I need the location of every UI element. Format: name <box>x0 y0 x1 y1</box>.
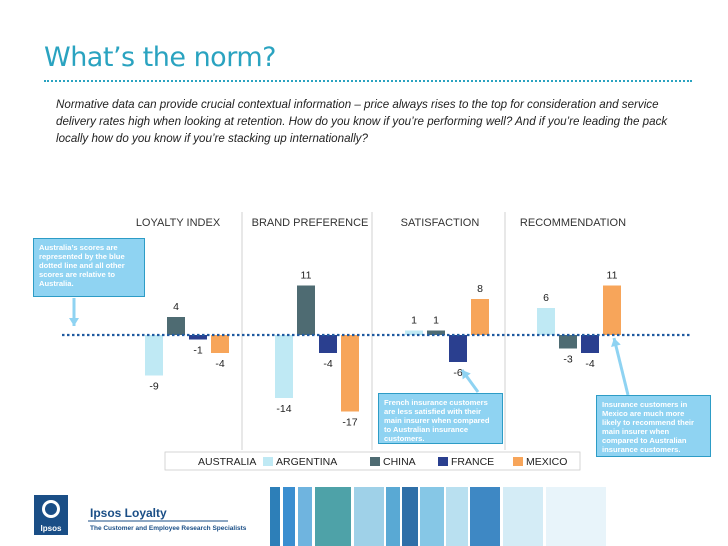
legend-label: CHINA <box>383 456 416 468</box>
footer-brand: Ipsos Loyalty <box>90 506 167 520</box>
footer-strip-12 <box>546 487 606 546</box>
category-label: SATISFACTION <box>401 217 480 229</box>
ipsos-logo-text: Ipsos <box>41 524 62 533</box>
footer-strip-2 <box>283 487 295 546</box>
footer-strip-5 <box>354 487 384 546</box>
category-label: BRAND PREFERENCE <box>252 217 369 229</box>
bar-china <box>427 330 445 335</box>
legend-label: MEXICO <box>526 456 567 468</box>
bar-china <box>559 335 577 349</box>
legend-label: ARGENTINA <box>276 456 337 468</box>
category-label: RECOMMENDATION <box>520 217 626 229</box>
data-label: -14 <box>276 403 291 415</box>
bar-argentina <box>537 308 555 335</box>
data-label: 4 <box>173 301 179 313</box>
bar-mexico <box>341 335 359 412</box>
footer: Ipsos Ipsos Loyalty The Customer and Emp… <box>34 487 606 546</box>
data-label: -17 <box>342 417 357 429</box>
data-label: 11 <box>607 270 618 282</box>
bar-argentina <box>145 335 163 376</box>
legend-swatch <box>263 457 273 466</box>
footer-tagline: The Customer and Employee Research Speci… <box>90 525 247 532</box>
legend-swatch <box>513 457 523 466</box>
callout-arrowhead-0 <box>69 318 79 326</box>
bar-france <box>319 335 337 353</box>
bar-mexico <box>471 299 489 335</box>
callout-arrow-2 <box>612 337 630 396</box>
data-label: -6 <box>453 367 462 379</box>
footer-strip-8 <box>420 487 444 546</box>
title-divider <box>44 80 692 82</box>
bar-france <box>449 335 467 362</box>
footer-strip-9 <box>446 487 468 546</box>
data-label: -4 <box>215 358 224 370</box>
bar-china <box>297 285 315 335</box>
bar-argentina <box>275 335 293 398</box>
bar-france <box>581 335 599 353</box>
data-label: 1 <box>411 315 417 327</box>
data-label: -4 <box>585 358 594 370</box>
intro-paragraph: Normative data can provide crucial conte… <box>56 98 668 145</box>
legend-label: AUSTRALIA <box>198 456 256 468</box>
footer-strip-4 <box>315 487 351 546</box>
legend-label: FRANCE <box>451 456 494 468</box>
legend-swatch <box>438 457 448 466</box>
bar-argentina <box>405 330 423 335</box>
footer-strip-6 <box>386 487 400 546</box>
bar-mexico <box>603 285 621 335</box>
callout-australia: Australia’s scores are represented by th… <box>33 238 145 297</box>
callout-france: French insurance customers are less sati… <box>378 393 503 444</box>
category-label: LOYALTY INDEX <box>136 217 221 229</box>
footer-strip-11 <box>503 487 543 546</box>
footer-strip-7 <box>402 487 418 546</box>
callout-arrowhead-1 <box>462 370 471 380</box>
data-label: -3 <box>563 354 572 366</box>
data-label: -9 <box>149 381 158 393</box>
page-title: What’s the norm? <box>44 42 276 73</box>
footer-strip-1 <box>270 487 280 546</box>
data-label: 6 <box>543 292 549 304</box>
data-label: 8 <box>477 283 483 295</box>
data-label: 11 <box>301 270 312 282</box>
legend-swatch <box>370 457 380 466</box>
callout-arrowhead-2 <box>611 338 621 347</box>
data-label: -4 <box>323 358 332 370</box>
footer-strip-10 <box>470 487 500 546</box>
data-label: -1 <box>193 345 202 357</box>
bar-china <box>167 317 185 335</box>
bar-mexico <box>211 335 229 353</box>
callout-mexico: Insurance customers in Mexico are much m… <box>596 395 711 457</box>
data-label: 1 <box>433 315 439 327</box>
ipsos-logo-inner <box>45 503 57 515</box>
bar-france <box>189 335 207 340</box>
footer-strip-3 <box>298 487 312 546</box>
